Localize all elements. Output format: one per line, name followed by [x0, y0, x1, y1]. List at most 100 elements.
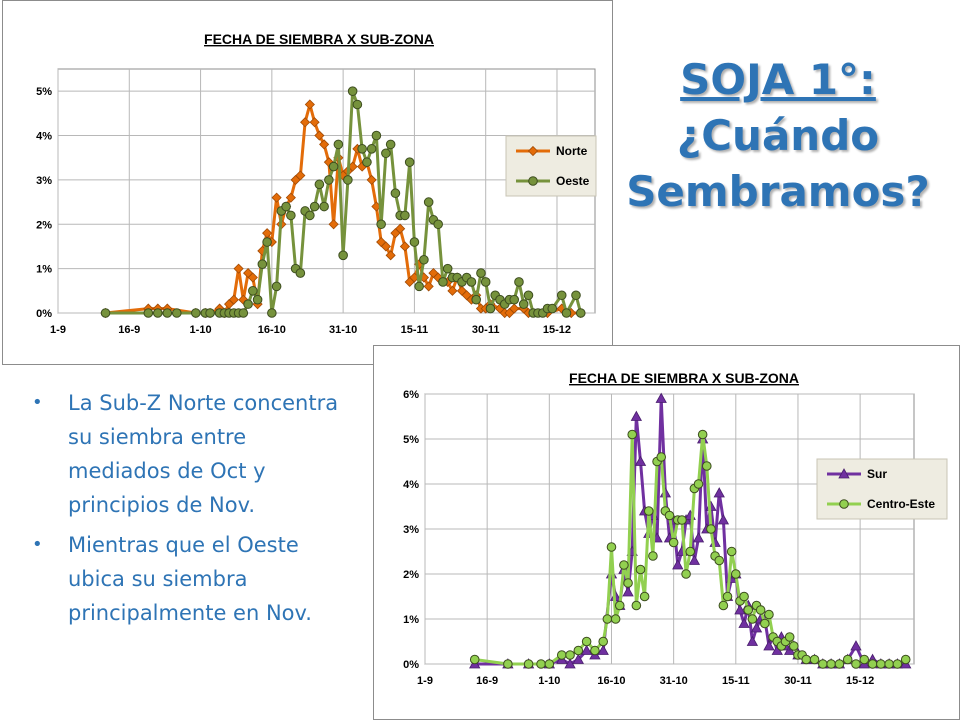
data-point: [850, 640, 862, 651]
data-point: [271, 281, 282, 292]
data-point: [376, 219, 386, 230]
data-point: [162, 308, 173, 318]
data-point: [598, 636, 608, 647]
data-point: [271, 192, 282, 203]
data-point: [900, 654, 911, 665]
chart-2-plot: FECHA DE SIEMBRA X SUB-ZONA 0% 1% 2% 3% 4% 5% 6…: [403, 370, 948, 687]
y-tick-label: 5%: [403, 434, 419, 446]
data-point: [606, 542, 617, 552]
data-point: [476, 268, 486, 278]
x-tick-label: 1-9: [417, 675, 433, 687]
data-point: [433, 219, 443, 230]
data-point: [366, 174, 377, 185]
data-point: [544, 659, 555, 669]
series-oeste: [100, 86, 586, 318]
data-point: [243, 299, 253, 309]
data-point: [324, 175, 334, 185]
data-point: [536, 659, 546, 669]
data-point: [247, 272, 258, 283]
data-point: [404, 157, 415, 167]
data-point: [314, 179, 325, 190]
data-point: [693, 479, 704, 489]
data-point: [385, 250, 396, 261]
data-point: [423, 281, 434, 292]
data-point: [614, 600, 625, 611]
data-point: [672, 559, 684, 570]
data-point: [664, 510, 675, 521]
legend-marker: [838, 468, 850, 479]
bullet-item: • La Sub-Z Norte concentra su siembra en…: [28, 386, 348, 522]
data-point: [503, 659, 513, 669]
data-point: [357, 144, 367, 154]
data-point: [556, 290, 567, 301]
data-point: [228, 294, 239, 305]
slide-title-line-2: ¿Cuándo: [676, 111, 880, 160]
data-point: [309, 201, 320, 212]
data-point: [668, 537, 679, 548]
x-tick-label: 30-11: [784, 675, 812, 687]
data-point: [509, 303, 520, 314]
y-tick-label: 1%: [36, 264, 52, 276]
data-point: [469, 654, 480, 665]
data-point: [876, 659, 886, 669]
data-point: [809, 654, 820, 665]
y-tick-label: 3%: [36, 175, 52, 187]
data-point: [238, 308, 249, 318]
data-point: [826, 659, 836, 669]
data-point: [509, 294, 520, 305]
legend-label: Oeste: [556, 174, 590, 188]
data-point: [319, 139, 330, 150]
data-point: [590, 645, 600, 656]
data-point: [685, 546, 696, 557]
data-point: [262, 237, 272, 247]
data-point: [400, 210, 410, 221]
data-point: [726, 546, 737, 557]
data-point: [655, 392, 667, 403]
data-point: [734, 604, 746, 615]
data-point: [304, 99, 315, 110]
data-point: [747, 614, 758, 624]
data-point: [286, 210, 296, 221]
data-point: [859, 654, 870, 665]
data-point: [631, 600, 642, 611]
data-point: [414, 281, 424, 292]
legend-label: Centro-Este: [867, 497, 935, 511]
y-tick-label: 0%: [403, 659, 419, 671]
data-point: [399, 241, 410, 252]
data-point: [395, 223, 406, 234]
data-point: [257, 259, 268, 270]
data-point: [627, 429, 638, 440]
data-point: [842, 654, 853, 665]
slide-title: SOJA 1°: ¿Cuándo Sembramos?: [608, 52, 948, 220]
x-tick-label: 15-11: [401, 324, 429, 336]
y-tick-label: 2%: [36, 219, 52, 231]
data-point: [523, 659, 534, 669]
y-tick-label: 1%: [403, 614, 419, 626]
data-point: [738, 617, 750, 628]
data-point: [851, 659, 861, 669]
data-point: [381, 148, 391, 159]
data-point: [634, 455, 647, 466]
x-tick-label: 16-10: [258, 324, 286, 336]
data-point: [385, 139, 396, 150]
y-tick-label: 3%: [403, 524, 419, 536]
x-tick-label: 31-10: [329, 324, 357, 336]
data-point: [571, 290, 581, 301]
legend-marker: [527, 145, 539, 157]
data-point: [575, 308, 586, 318]
data-point: [834, 659, 845, 669]
legend-box: [816, 458, 948, 520]
data-point: [801, 654, 812, 665]
bullet-dot-icon: •: [32, 392, 43, 413]
slide-title-line-3: Sembramos?: [626, 167, 930, 216]
bullet-text: Mientras que el Oeste ubica su siembra p…: [68, 533, 312, 625]
data-point: [746, 635, 759, 646]
legend-label: Norte: [556, 144, 588, 158]
data-point: [523, 290, 534, 301]
data-point: [739, 591, 749, 602]
data-point: [602, 614, 613, 624]
slide-title-line-1: SOJA 1°:: [680, 55, 876, 104]
data-point: [573, 645, 584, 656]
data-point: [328, 161, 339, 172]
data-point: [565, 650, 575, 660]
